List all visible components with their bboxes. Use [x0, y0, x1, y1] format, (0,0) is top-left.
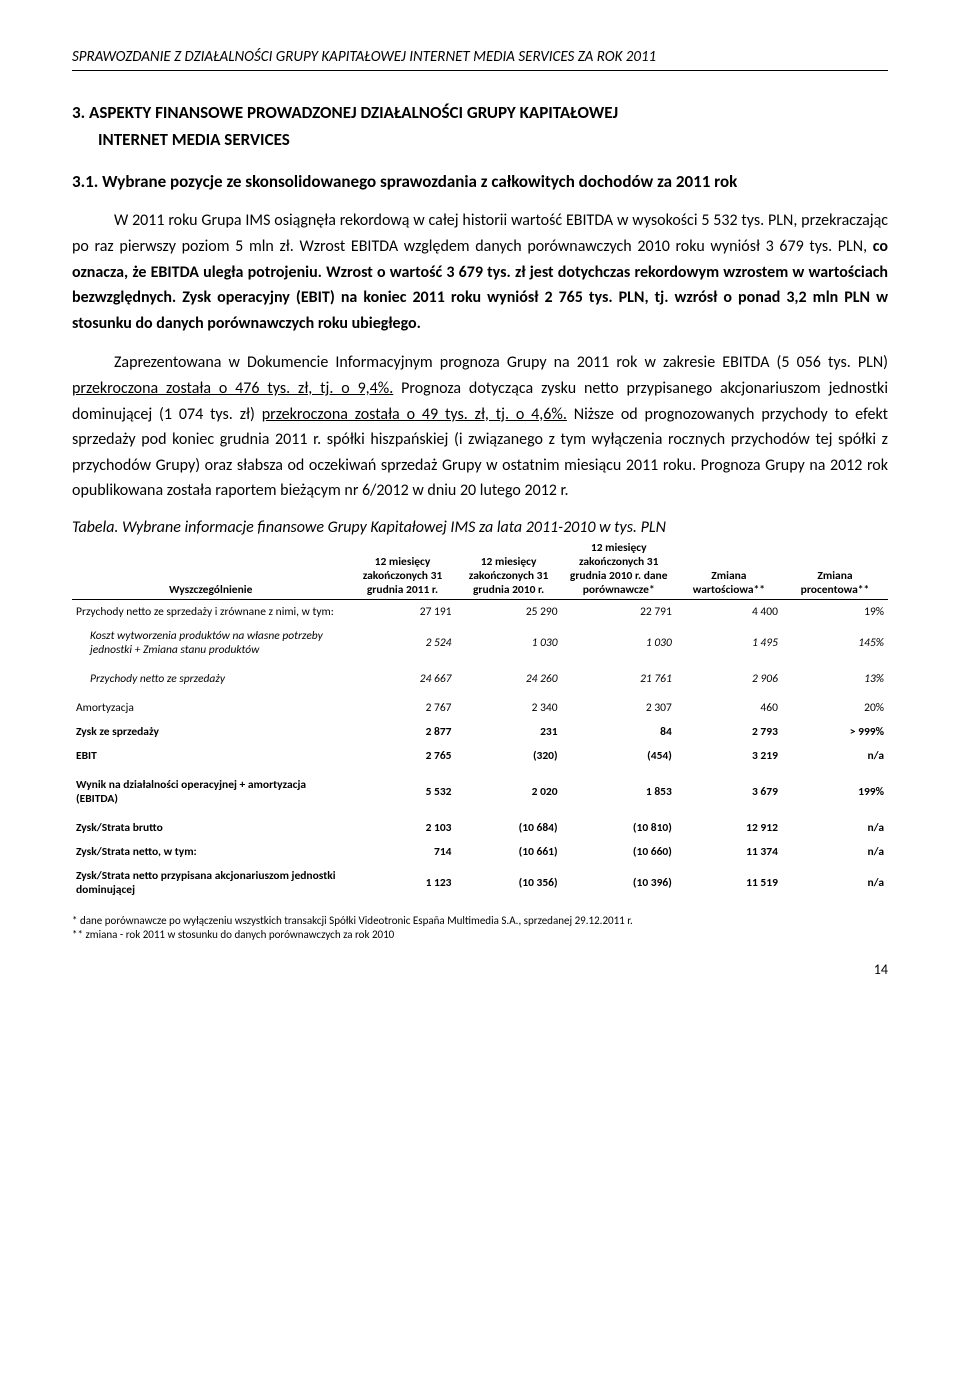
section-title-line2: INTERNET MEDIA SERVICES [98, 126, 290, 153]
row-label: Przychody netto ze sprzedaży [72, 662, 349, 696]
p2-t1: Zaprezentowana w Dokumencie Informacyjny… [114, 353, 888, 372]
row-label: Przychody netto ze sprzedaży i zrównane … [72, 599, 349, 624]
table-header-row: Wyszczególnienie 12 miesięcy zakończonyc… [72, 539, 888, 600]
col-4: Zmiana wartościowa** [676, 539, 782, 600]
row-value: (10 661) [456, 840, 562, 864]
table-row: Zysk ze sprzedaży2 877231842 793> 999% [72, 720, 888, 744]
row-label: EBIT [72, 744, 349, 768]
row-value: 12 912 [676, 816, 782, 840]
row-value: (10 356) [456, 864, 562, 902]
p2-u1: przekroczona została o 476 tys. zł, tj. … [72, 379, 393, 398]
row-value: 24 667 [349, 662, 455, 696]
row-value: 2 793 [676, 720, 782, 744]
footnote-1: * dane porównawcze po wyłączeniu wszystk… [72, 914, 888, 928]
row-value: 21 761 [562, 662, 676, 696]
row-value: (10 396) [562, 864, 676, 902]
row-value: 84 [562, 720, 676, 744]
row-value: 2 767 [349, 696, 455, 720]
row-value: 3 679 [676, 768, 782, 816]
paragraph-1: W 2011 roku Grupa IMS osiągnęła rekordow… [72, 208, 888, 336]
row-value: 2 103 [349, 816, 455, 840]
row-value: n/a [782, 864, 888, 902]
row-value: 24 260 [456, 662, 562, 696]
row-value: 1 030 [562, 624, 676, 662]
table-row: Amortyzacja2 7672 3402 30746020% [72, 696, 888, 720]
row-value: 460 [676, 696, 782, 720]
col-3: 12 miesięcy zakończonych 31 grudnia 2010… [562, 539, 676, 600]
row-label: Amortyzacja [72, 696, 349, 720]
row-value: 20% [782, 696, 888, 720]
table-row: Zysk/Strata brutto2 103(10 684)(10 810)1… [72, 816, 888, 840]
subsection-text: Wybrane pozycje ze skonsolidowanego spra… [102, 171, 737, 192]
row-value: 2 340 [456, 696, 562, 720]
row-value: (454) [562, 744, 676, 768]
table-row: Przychody netto ze sprzedaży24 66724 260… [72, 662, 888, 696]
row-value: n/a [782, 840, 888, 864]
table-row: Przychody netto ze sprzedaży i zrównane … [72, 599, 888, 624]
table-row: Wynik na działalności operacyjnej + amor… [72, 768, 888, 816]
page-header: SPRAWOZDANIE Z DZIAŁALNOŚCI GRUPY KAPITA… [72, 48, 888, 71]
row-value: 2 877 [349, 720, 455, 744]
row-value: (320) [456, 744, 562, 768]
row-value: 3 219 [676, 744, 782, 768]
subsection-title: 3.1. Wybrane pozycje ze skonsolidowanego… [72, 171, 888, 192]
section-number: 3. [72, 102, 85, 123]
row-value: 2 906 [676, 662, 782, 696]
row-value: 19% [782, 599, 888, 624]
page: SPRAWOZDANIE Z DZIAŁALNOŚCI GRUPY KAPITA… [0, 0, 960, 1018]
table-row: EBIT2 765(320)(454)3 219n/a [72, 744, 888, 768]
section-title-line1: ASPEKTY FINANSOWE PROWADZONEJ DZIAŁALNOŚ… [89, 102, 618, 123]
row-value: 2 020 [456, 768, 562, 816]
row-value: (10 660) [562, 840, 676, 864]
row-value: 1 030 [456, 624, 562, 662]
col-5: Zmiana procentowa** [782, 539, 888, 600]
row-label: Zysk/Strata brutto [72, 816, 349, 840]
row-value: > 999% [782, 720, 888, 744]
row-value: 2 765 [349, 744, 455, 768]
row-value: n/a [782, 744, 888, 768]
row-label: Zysk/Strata netto, w tym: [72, 840, 349, 864]
table-row: Koszt wytworzenia produktów na własne po… [72, 624, 888, 662]
table-caption: Tabela. Wybrane informacje finansowe Gru… [72, 518, 888, 537]
row-value: 1 123 [349, 864, 455, 902]
row-value: 5 532 [349, 768, 455, 816]
row-value: 2 307 [562, 696, 676, 720]
row-value: 27 191 [349, 599, 455, 624]
table-row: Zysk/Strata netto przypisana akcjonarius… [72, 864, 888, 902]
row-label: Koszt wytworzenia produktów na własne po… [72, 624, 349, 662]
table-row: Zysk/Strata netto, w tym:714(10 661)(10 … [72, 840, 888, 864]
row-value: 11 374 [676, 840, 782, 864]
row-label: Wynik na działalności operacyjnej + amor… [72, 768, 349, 816]
section-title: 3. ASPEKTY FINANSOWE PROWADZONEJ DZIAŁAL… [72, 99, 888, 153]
row-value: 13% [782, 662, 888, 696]
row-value: 4 400 [676, 599, 782, 624]
row-value: 714 [349, 840, 455, 864]
financial-table: Wyszczególnienie 12 miesięcy zakończonyc… [72, 539, 888, 902]
row-value: 25 290 [456, 599, 562, 624]
row-value: 199% [782, 768, 888, 816]
footnote-2: ** zmiana - rok 2011 w stosunku do danyc… [72, 928, 888, 942]
footnotes: * dane porównawcze po wyłączeniu wszystk… [72, 914, 888, 943]
row-value: 231 [456, 720, 562, 744]
row-value: 22 791 [562, 599, 676, 624]
row-value: (10 810) [562, 816, 676, 840]
row-value: 11 519 [676, 864, 782, 902]
row-label: Zysk/Strata netto przypisana akcjonarius… [72, 864, 349, 902]
page-number: 14 [72, 961, 888, 978]
col-1: 12 miesięcy zakończonych 31 grudnia 2011… [349, 539, 455, 600]
row-value: 145% [782, 624, 888, 662]
p2-u2: przekroczona została o 49 tys. zł, tj. o… [262, 405, 567, 424]
row-value: 2 524 [349, 624, 455, 662]
paragraph-2: Zaprezentowana w Dokumencie Informacyjny… [72, 350, 888, 504]
row-value: (10 684) [456, 816, 562, 840]
col-0: Wyszczególnienie [72, 539, 349, 600]
row-value: 1 495 [676, 624, 782, 662]
row-value: 1 853 [562, 768, 676, 816]
p1-pre: W 2011 roku Grupa IMS osiągnęła rekordow… [72, 211, 888, 256]
row-label: Zysk ze sprzedaży [72, 720, 349, 744]
row-value: n/a [782, 816, 888, 840]
subsection-number: 3.1. [72, 171, 98, 192]
col-2: 12 miesięcy zakończonych 31 grudnia 2010… [456, 539, 562, 600]
